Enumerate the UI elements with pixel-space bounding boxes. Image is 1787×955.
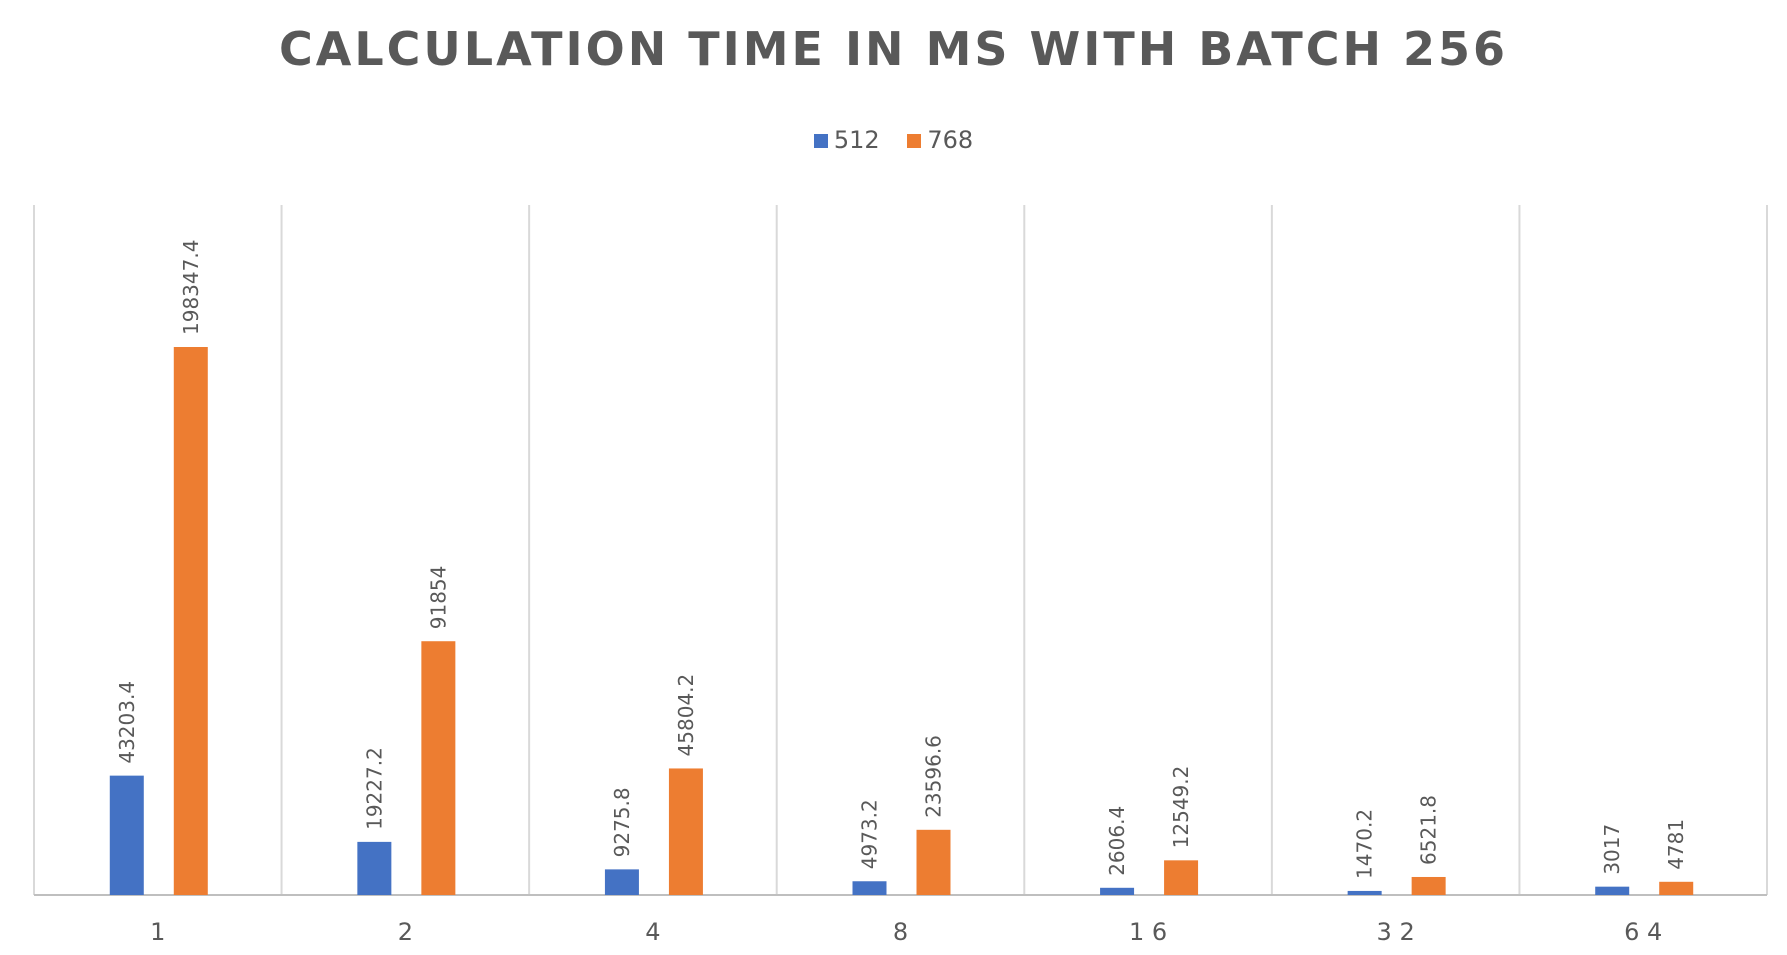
bar-768-1 <box>421 641 456 895</box>
bar-768-6 <box>1659 881 1694 895</box>
data-label-768-1: 91854 <box>426 566 450 630</box>
bar-512-5 <box>1347 890 1382 895</box>
bar-512-3 <box>852 881 887 895</box>
x-tick-label: 1 6 <box>1129 918 1167 946</box>
legend-label-512: 512 <box>833 126 880 154</box>
bar-512-4 <box>1100 887 1135 895</box>
data-label-512-3: 4973.2 <box>858 799 882 869</box>
bar-512-2 <box>604 869 639 895</box>
data-label-512-1: 19227.2 <box>362 747 386 830</box>
x-tick-label: 4 <box>645 918 660 946</box>
data-label-512-2: 9275.8 <box>610 787 634 857</box>
bar-768-0 <box>173 347 208 895</box>
bar-512-1 <box>357 841 392 895</box>
bar-768-4 <box>1164 860 1199 895</box>
x-tick-label: 1 <box>150 918 165 946</box>
data-label-768-5: 6521.8 <box>1417 795 1441 865</box>
legend: 512 768 <box>0 126 1787 154</box>
data-label-768-4: 12549.2 <box>1169 766 1193 849</box>
chart-title: CALCULATION TIME IN MS WITH BATCH 256 <box>279 22 1508 76</box>
legend-item-768: 768 <box>907 126 973 154</box>
data-label-768-0: 198347.4 <box>179 240 203 335</box>
legend-item-512: 512 <box>813 126 880 154</box>
x-tick-label: 6 4 <box>1624 918 1662 946</box>
x-tick-label: 8 <box>893 918 908 946</box>
bar-768-3 <box>916 829 951 895</box>
data-label-768-2: 45804.2 <box>674 674 698 757</box>
x-tick-label: 2 <box>398 918 413 946</box>
legend-swatch-512 <box>813 134 828 148</box>
legend-label-768: 768 <box>927 126 974 154</box>
bar-512-0 <box>109 775 144 895</box>
data-label-512-4: 2606.4 <box>1105 806 1129 876</box>
data-label-512-6: 3017 <box>1600 824 1624 875</box>
legend-swatch-768 <box>907 134 922 148</box>
x-tick-label: 3 2 <box>1377 918 1415 946</box>
data-label-768-6: 4781 <box>1664 819 1688 870</box>
bar-768-2 <box>668 768 703 895</box>
data-label-512-5: 1470.2 <box>1353 809 1377 879</box>
bar-768-5 <box>1411 876 1446 895</box>
data-label-768-3: 23596.6 <box>922 735 946 818</box>
data-label-512-0: 43203.4 <box>115 681 139 764</box>
bar-512-6 <box>1595 886 1630 895</box>
